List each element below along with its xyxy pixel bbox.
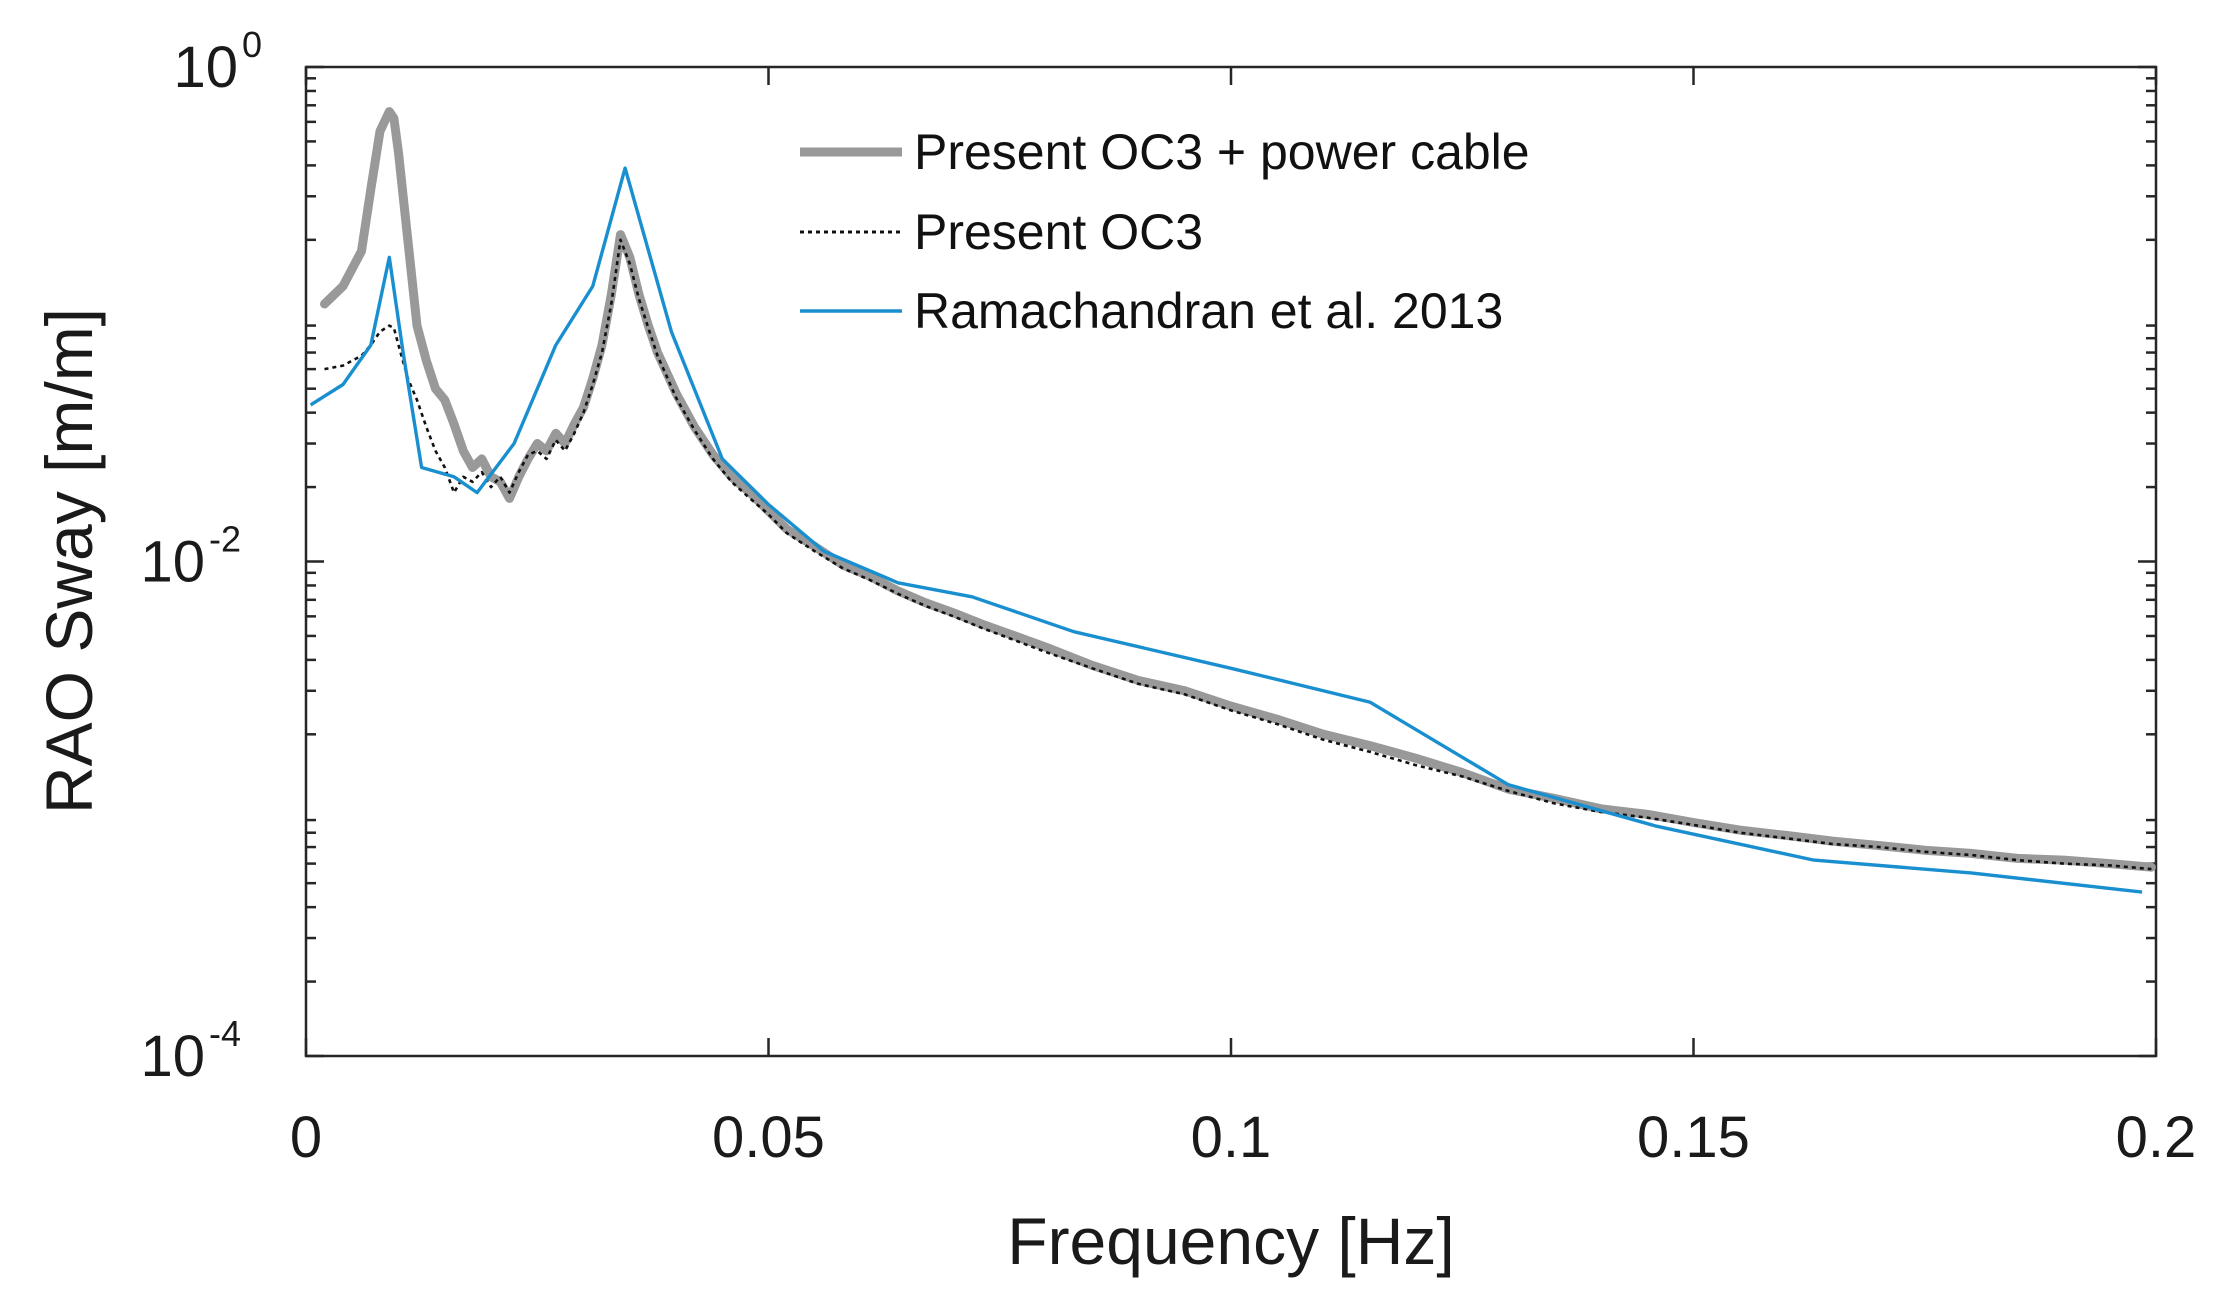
- series-line-ramachandran-2013: [309, 166, 2143, 894]
- y-tick-label: 10: [173, 35, 238, 100]
- y-tick-label: 10: [140, 1024, 205, 1089]
- legend: Present OC3 + power cable Present OC3 Ra…: [800, 124, 1530, 339]
- y-tick-exponent: -4: [209, 1013, 241, 1054]
- plot-area-frame: [304, 65, 2158, 1058]
- legend-label: Present OC3: [914, 204, 1203, 260]
- x-tick-label: 0.05: [712, 1105, 825, 1170]
- y-tick-exponent: -2: [209, 519, 241, 560]
- major-ticks: [304, 65, 2158, 1058]
- legend-label: Present OC3 + power cable: [914, 124, 1530, 180]
- series-line-oc3: [324, 238, 2152, 871]
- legend-label: Ramachandran et al. 2013: [914, 283, 1503, 339]
- x-tick-label: 0.1: [1191, 1105, 1272, 1170]
- series-layer: [309, 107, 2156, 894]
- y-tick-label: 10: [140, 530, 205, 595]
- x-tick-label: 0.15: [1637, 1105, 1750, 1170]
- x-tick-label: 0: [290, 1105, 322, 1170]
- y-tick-labels: 10 0 10 -2 10 -4: [140, 24, 262, 1089]
- x-axis-title: Frequency [Hz]: [1007, 1204, 1455, 1278]
- y-axis-title: RAO Sway [m/m]: [32, 308, 106, 814]
- x-tick-label: 0.2: [2116, 1105, 2197, 1170]
- y-tick-exponent: 0: [242, 24, 262, 65]
- minor-ticks: [306, 77, 2156, 983]
- x-tick-labels: 0 0.05 0.1 0.15 0.2: [290, 1105, 2196, 1170]
